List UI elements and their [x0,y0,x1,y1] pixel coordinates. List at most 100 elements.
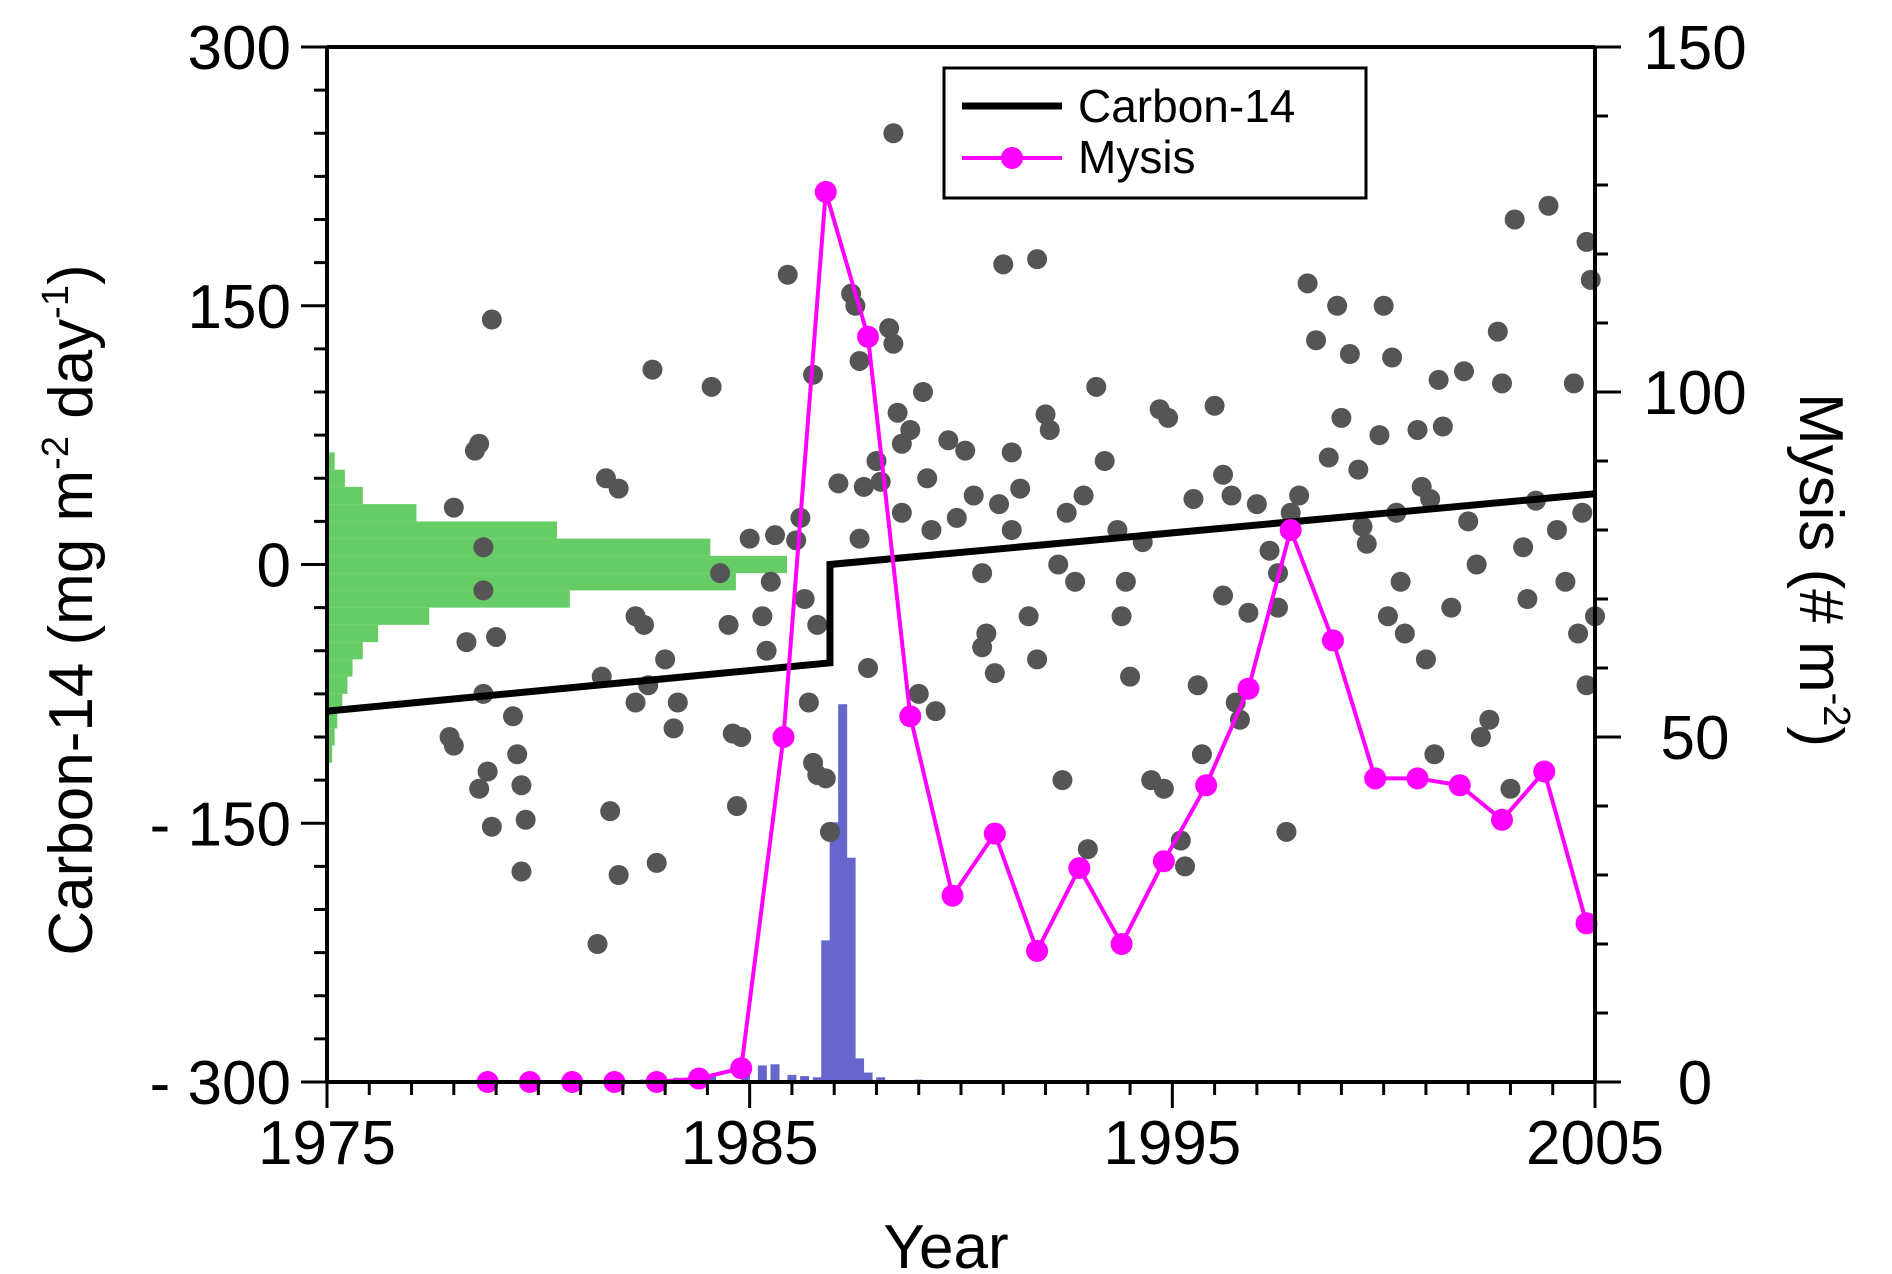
scatter-point [1259,540,1280,561]
mysis-point [1068,857,1091,880]
blue-histogram-bar [707,1074,717,1082]
scatter-point [1187,675,1208,696]
green-histogram-bar [327,469,345,487]
x-axis-title: Year [883,1213,1008,1274]
scatter-point [663,718,684,739]
scatter-point [963,485,984,506]
scatter-point [1377,606,1398,627]
scatter-point [1246,494,1267,515]
mysis-point [1575,912,1598,935]
scatter-point [1001,442,1022,463]
legend-entry-mysis: Mysis [1078,131,1196,183]
scatter-point [879,318,900,339]
scatter-point [1390,571,1411,592]
scatter-point [1546,520,1567,540]
scatter-point [1517,589,1538,609]
scatter-point [655,649,676,670]
scatter-point [507,744,528,765]
scatter-point [1500,778,1521,799]
scatter-point [1213,585,1234,606]
green-histogram-bar [327,590,570,608]
scatter-point [1466,554,1487,575]
scatter-point [634,614,654,635]
scatter-point [794,589,815,609]
x-tick-label: 1975 [258,1109,396,1178]
scatter-point [1213,464,1234,485]
green-histogram-bar [327,711,338,729]
blue-histogram-bar [757,1065,767,1082]
scatter-point [511,861,532,882]
scatter-point [1441,597,1462,618]
scatter-point [921,520,942,540]
scatter-point [786,530,807,551]
scatter-point [938,430,959,451]
mysis-point [1152,850,1175,873]
scatter-points [439,123,1605,954]
scatter-point [883,123,904,144]
scatter-point [989,494,1010,515]
legend-box [942,66,1368,200]
scatter-point [972,563,993,584]
scatter-point [1568,623,1589,644]
y-left-tick-label: 0 [257,532,291,601]
scatter-point [955,440,976,461]
scatter-point [853,476,874,497]
scatter-point [1373,295,1394,316]
scatter-point [1153,778,1174,799]
mysis-point [857,325,880,348]
scatter-point [1001,520,1022,540]
blue-histogram-bar [846,857,856,1082]
scatter-point [511,775,532,796]
y-right-tick-label: 150 [1643,14,1746,83]
mysis-point [1533,760,1556,783]
blue-histogram-bar [800,1076,810,1082]
scatter-point [752,606,773,627]
scatter-point [1572,502,1593,523]
scatter-point [1407,419,1428,440]
legend-entry-carbon14: Carbon-14 [1078,80,1295,132]
blue-histogram-bar [821,940,831,1082]
scatter-point [1432,416,1453,437]
scatter-point [731,727,752,747]
scatter-point [925,701,946,722]
green-histogram-bar [327,676,348,694]
scatter-point [912,382,933,402]
scatter-point [502,706,523,727]
scatter-point [1504,209,1525,230]
scatter-point [870,471,891,492]
mysis-point [1237,677,1260,700]
scatter-point [1204,395,1225,416]
scatter-point [756,640,777,661]
green-histogram-bar [327,504,417,522]
scatter-point [1306,330,1327,351]
scatter-point [1221,485,1242,506]
blue-histogram-bar [876,1077,886,1082]
scatter-point [1111,606,1132,627]
scatter-point [710,563,731,584]
scatter-point [600,801,621,822]
scatter-point [1170,830,1191,851]
scatter-point [443,735,464,756]
mysis-point [1491,808,1514,831]
mysis-point [772,726,795,748]
blue-histogram-bar [787,1074,797,1082]
scatter-point [1424,744,1445,765]
scatter-point [1428,369,1449,390]
scatter-point [1115,571,1136,592]
mysis-point [983,822,1006,845]
y-right-tick-label: 0 [1678,1049,1712,1118]
scatter-point [1027,249,1048,270]
scatter-point [486,626,507,647]
green-histogram-bar [327,728,335,746]
scatter-point [946,507,967,528]
scatter-point [1318,447,1339,468]
green-histogram-bar [327,452,335,470]
scatter-point [667,692,688,713]
scatter-point [469,433,490,454]
mysis-point [1406,767,1429,790]
scatter-point [1175,856,1196,877]
scatter-point [798,692,819,713]
scatter-point [1052,770,1073,791]
scatter-point [765,525,786,546]
